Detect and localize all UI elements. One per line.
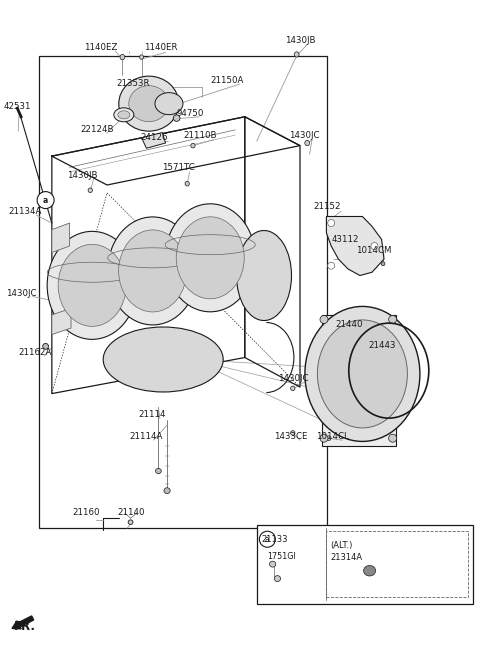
Text: 21440: 21440 <box>335 320 362 329</box>
Ellipse shape <box>237 230 291 321</box>
Bar <box>39 56 327 528</box>
Text: 1751GI: 1751GI <box>267 552 296 561</box>
Text: 1430JB: 1430JB <box>285 36 315 45</box>
Circle shape <box>371 243 378 249</box>
Circle shape <box>328 220 335 226</box>
Text: 21160: 21160 <box>72 508 99 518</box>
Text: (ALT.): (ALT.) <box>330 541 353 550</box>
Ellipse shape <box>191 144 195 148</box>
Ellipse shape <box>294 52 299 57</box>
Ellipse shape <box>140 54 144 60</box>
Text: a: a <box>43 195 48 205</box>
Circle shape <box>389 434 396 442</box>
Bar <box>326 531 468 597</box>
Text: 1430JC: 1430JC <box>278 374 309 383</box>
Text: 21114A: 21114A <box>130 432 163 441</box>
Ellipse shape <box>114 108 134 122</box>
Ellipse shape <box>156 468 161 474</box>
Text: 22124B: 22124B <box>81 125 114 134</box>
Text: 1140EZ: 1140EZ <box>84 43 118 52</box>
Ellipse shape <box>326 436 331 441</box>
Text: 1571TC: 1571TC <box>162 163 195 172</box>
Ellipse shape <box>119 76 179 131</box>
Text: 1140ER: 1140ER <box>144 43 178 52</box>
Text: 1014CL: 1014CL <box>316 432 348 441</box>
Circle shape <box>37 192 54 209</box>
Text: 1433CE: 1433CE <box>274 432 307 441</box>
Ellipse shape <box>381 262 385 266</box>
Text: 1430JB: 1430JB <box>67 171 98 180</box>
Text: 21134A: 21134A <box>9 207 42 216</box>
Text: 21353R: 21353R <box>117 79 150 89</box>
Text: 43112: 43112 <box>331 235 359 244</box>
Ellipse shape <box>47 232 137 339</box>
Text: 21110B: 21110B <box>184 131 217 140</box>
Text: 21133: 21133 <box>262 535 288 544</box>
Ellipse shape <box>270 561 276 567</box>
Text: 24126: 24126 <box>141 133 168 142</box>
Polygon shape <box>52 223 70 253</box>
Ellipse shape <box>155 92 183 115</box>
Ellipse shape <box>119 230 187 312</box>
Bar <box>257 525 473 604</box>
Ellipse shape <box>290 430 295 436</box>
Circle shape <box>320 434 328 442</box>
Polygon shape <box>52 308 71 335</box>
Ellipse shape <box>58 245 126 327</box>
Ellipse shape <box>274 576 280 581</box>
Ellipse shape <box>364 565 376 576</box>
Text: 21314A: 21314A <box>330 553 362 562</box>
Circle shape <box>259 531 276 547</box>
Ellipse shape <box>118 111 130 119</box>
Circle shape <box>320 316 328 323</box>
Ellipse shape <box>290 386 295 390</box>
Ellipse shape <box>43 344 48 349</box>
Text: 1014CM: 1014CM <box>356 246 392 255</box>
FancyArrow shape <box>12 616 34 629</box>
Ellipse shape <box>120 54 125 60</box>
Ellipse shape <box>305 306 420 441</box>
Text: 21114: 21114 <box>138 410 166 419</box>
Ellipse shape <box>164 488 170 493</box>
Text: 1430JC: 1430JC <box>6 289 36 298</box>
Ellipse shape <box>173 115 180 121</box>
Text: 21152: 21152 <box>313 202 341 211</box>
Bar <box>322 315 396 446</box>
Ellipse shape <box>317 320 408 428</box>
Text: 1430JC: 1430JC <box>289 131 320 140</box>
Ellipse shape <box>176 216 244 299</box>
Circle shape <box>389 316 396 323</box>
Text: 21162A: 21162A <box>18 348 52 358</box>
Ellipse shape <box>108 217 198 325</box>
Polygon shape <box>142 133 166 148</box>
Ellipse shape <box>88 188 92 193</box>
Polygon shape <box>326 216 384 276</box>
Ellipse shape <box>185 181 189 186</box>
Ellipse shape <box>128 520 133 525</box>
Text: 42531: 42531 <box>4 102 31 111</box>
Text: 21443: 21443 <box>369 341 396 350</box>
Text: 94750: 94750 <box>177 109 204 118</box>
Circle shape <box>328 262 335 269</box>
Ellipse shape <box>165 204 255 312</box>
Text: FR.: FR. <box>13 620 36 633</box>
Text: 21150A: 21150A <box>210 75 244 85</box>
Ellipse shape <box>305 140 310 146</box>
Text: 21140: 21140 <box>118 508 145 518</box>
Ellipse shape <box>103 327 223 392</box>
Ellipse shape <box>129 86 169 121</box>
Text: a: a <box>265 535 270 544</box>
